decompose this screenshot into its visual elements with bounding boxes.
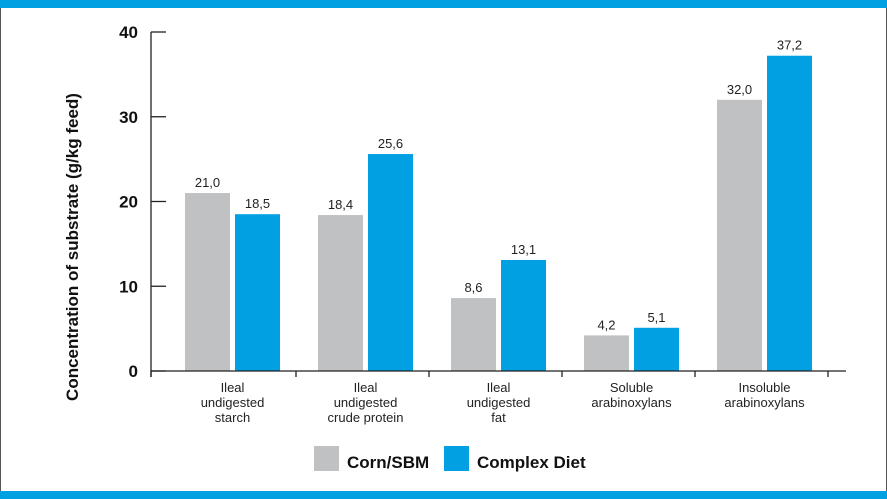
x-tick-label: Soluble arabinoxylans [591,380,672,410]
bar [717,99,762,372]
bottom-accent-bar [0,491,887,499]
data-label: 37,2 [777,38,802,53]
bar [235,214,280,371]
y-tick-label: 40 [119,23,138,42]
legend-label: Complex Diet [477,453,586,472]
frame-left-border [0,8,1,491]
y-tick-label: 10 [119,277,138,296]
legend: Corn/SBM Complex Diet [314,446,586,472]
legend-swatch [444,446,469,471]
data-label: 4,2 [597,317,615,332]
legend-label: Corn/SBM [347,453,429,472]
data-label: 25,6 [378,136,403,151]
bar [318,215,363,371]
bar [185,193,230,371]
data-label: 13,1 [511,242,536,257]
y-tick-label: 0 [129,362,138,381]
data-label: 8,6 [464,280,482,295]
top-accent-bar [0,0,887,8]
bar [451,298,496,371]
y-axis: 0 10 20 30 40 [119,23,166,381]
bar [501,259,546,371]
x-tick-label: Insoluble arabinoxylans [724,380,805,410]
x-axis: Ileal undigested starch Ileal undigested crud… [150,370,846,425]
y-tick-label: 30 [119,108,138,127]
bar [368,154,413,371]
y-axis-title: Concentration of substrate (g/kg feed) [63,93,82,401]
legend-swatch [314,446,339,471]
bar [634,327,679,371]
data-label: 5,1 [647,310,665,325]
data-label: 32,0 [727,82,752,97]
bars: 21,0 18,5 18,4 25,6 8,6 13,1 4,2 5,1 32,0 37,2 [185,38,812,372]
y-tick-label: 20 [119,193,138,212]
bar [767,55,812,371]
x-tick-label: Ileal undigested crude protein [328,380,404,425]
data-label: 18,4 [328,197,353,212]
x-tick-label: Ileal undigested starch [201,380,265,425]
data-label: 18,5 [245,196,270,211]
bar [584,335,629,371]
data-label: 21,0 [195,175,220,190]
x-tick-label: Ileal undigested fat [467,380,531,425]
